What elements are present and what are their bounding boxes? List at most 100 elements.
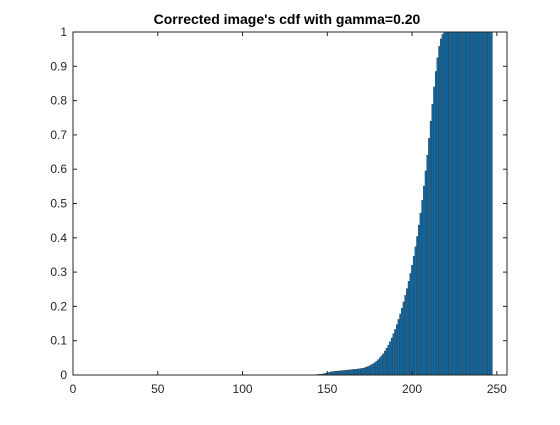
bar-171: [362, 368, 363, 375]
bar-159: [342, 371, 343, 375]
y-tick-label: 0.6: [50, 162, 67, 176]
bar-182: [381, 356, 382, 375]
bar-164: [350, 370, 351, 375]
bar-197: [406, 289, 407, 375]
bar-216: [439, 46, 440, 375]
bar-193: [400, 314, 401, 375]
bar-238: [476, 32, 477, 375]
bar-158: [340, 371, 341, 375]
bar-221: [447, 32, 448, 375]
bar-189: [393, 334, 394, 375]
bar-186: [388, 345, 389, 375]
y-tick-label: 0.4: [50, 231, 67, 245]
bar-218: [442, 34, 443, 375]
bar-209: [427, 155, 428, 375]
bar-231: [464, 32, 465, 375]
bar-230: [462, 32, 463, 375]
bar-153: [332, 372, 333, 375]
bar-244: [486, 32, 487, 375]
x-tick-label: 50: [151, 382, 165, 396]
bar-226: [455, 32, 456, 375]
y-tick-label: 0.5: [50, 197, 67, 211]
bar-235: [471, 32, 472, 375]
bar-155: [335, 371, 336, 375]
bar-180: [377, 360, 378, 375]
bar-194: [401, 308, 402, 375]
bar-183: [383, 354, 384, 375]
bar-179: [376, 361, 377, 375]
bar-173: [366, 367, 367, 375]
bar-211: [430, 121, 431, 375]
bar-190: [394, 329, 395, 375]
bar-168: [357, 369, 358, 375]
bar-232: [466, 32, 467, 375]
bar-175: [369, 366, 370, 375]
bar-205: [420, 213, 421, 375]
bar-210: [428, 138, 429, 375]
bar-167: [355, 369, 356, 375]
y-tick-label: 0.3: [50, 265, 67, 279]
bar-191: [396, 325, 397, 375]
bar-203: [416, 236, 417, 375]
bar-204: [418, 225, 419, 375]
bar-224: [452, 32, 453, 375]
bar-156: [337, 371, 338, 375]
bar-217: [440, 39, 441, 375]
bar-247: [491, 32, 492, 375]
bar-242: [483, 32, 484, 375]
y-tick-label: 0.1: [50, 334, 67, 348]
bar-213: [433, 87, 434, 375]
bar-207: [423, 186, 424, 375]
y-tick-label: 1: [60, 25, 67, 39]
bar-178: [374, 363, 375, 375]
bar-160: [344, 370, 345, 375]
bar-161: [345, 370, 346, 375]
bar-200: [411, 265, 412, 375]
bar-198: [408, 281, 409, 375]
bar-212: [432, 104, 433, 375]
bar-223: [450, 32, 451, 375]
bar-214: [435, 71, 436, 375]
bar-229: [461, 32, 462, 375]
y-tick-label: 0.9: [50, 59, 67, 73]
bar-220: [445, 32, 446, 375]
bar-206: [422, 200, 423, 375]
bar-233: [467, 32, 468, 375]
x-tick-label: 0: [70, 382, 77, 396]
bar-157: [338, 371, 339, 375]
bar-199: [410, 273, 411, 375]
bar-195: [403, 302, 404, 375]
bar-192: [398, 319, 399, 375]
bar-187: [389, 342, 390, 375]
bar-228: [459, 32, 460, 375]
bar-165: [352, 370, 353, 375]
bar-239: [478, 32, 479, 375]
bar-184: [384, 351, 385, 375]
bar-237: [474, 32, 475, 375]
y-tick-label: 0.7: [50, 128, 67, 142]
bar-166: [354, 369, 355, 375]
bar-219: [444, 32, 445, 375]
bar-234: [469, 32, 470, 375]
bar-241: [481, 32, 482, 375]
bar-227: [457, 32, 458, 375]
bar-240: [479, 32, 480, 375]
bar-185: [386, 348, 387, 375]
bar-188: [391, 338, 392, 375]
y-tick-label: 0.2: [50, 299, 67, 313]
y-tick-label: 0.8: [50, 94, 67, 108]
bar-177: [372, 364, 373, 375]
bar-222: [449, 32, 450, 375]
bar-196: [405, 295, 406, 375]
bar-201: [413, 256, 414, 375]
bar-163: [349, 370, 350, 375]
y-tick-label: 0: [60, 368, 67, 382]
x-tick-label: 250: [487, 382, 507, 396]
bar-162: [347, 370, 348, 375]
bar-246: [489, 32, 490, 375]
bar-215: [437, 58, 438, 375]
bar-169: [359, 369, 360, 375]
bar-154: [333, 371, 334, 375]
